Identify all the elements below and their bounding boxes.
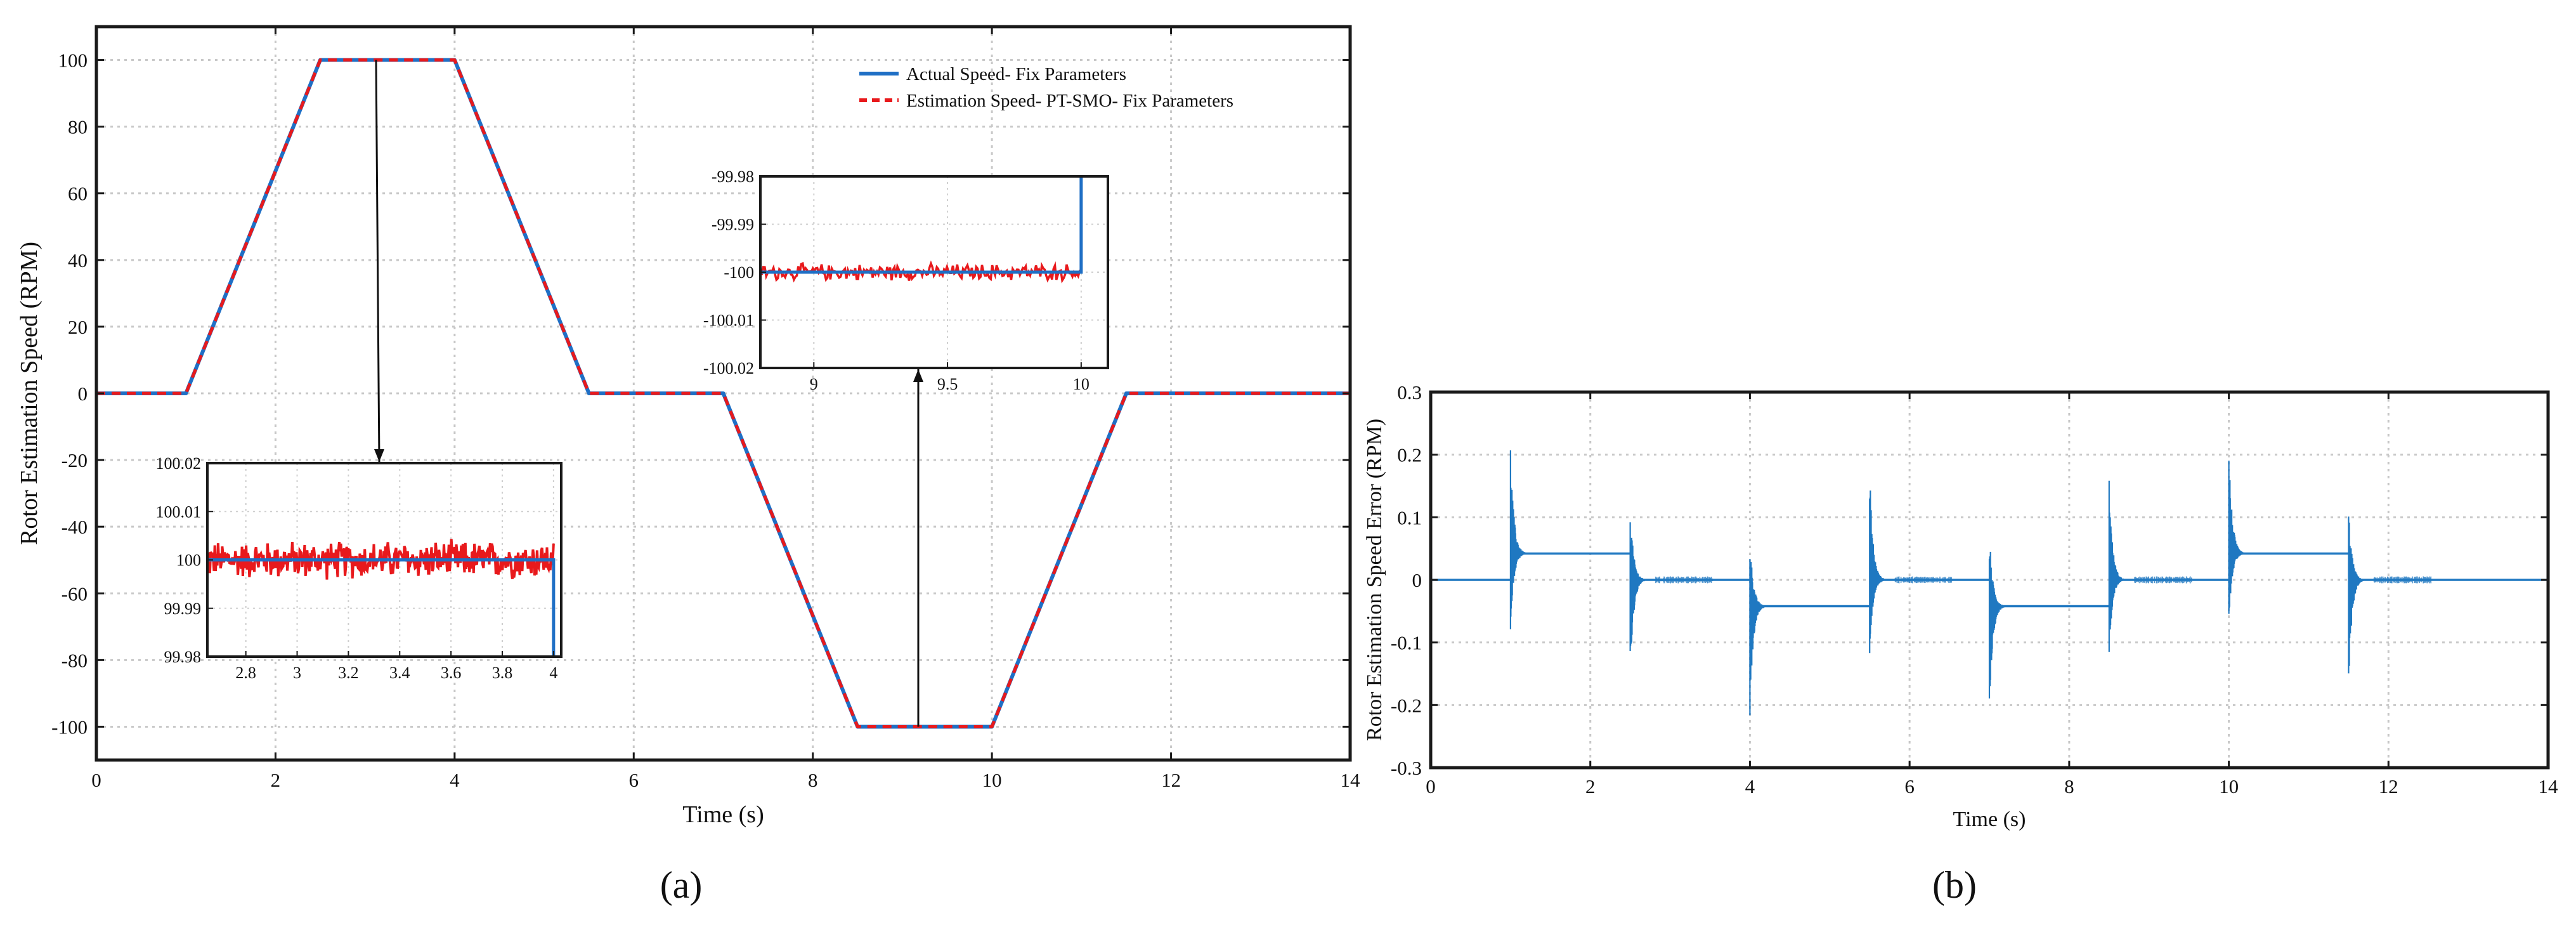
- inset-x-tick-label: 9: [810, 375, 818, 393]
- y-tick-label: 40: [68, 249, 88, 272]
- x-tick-label: 10: [2219, 775, 2239, 797]
- inset-actual-trace: [760, 176, 1083, 274]
- inset-y-tick-label: 100.02: [156, 454, 202, 473]
- x-tick-label: 2: [271, 769, 281, 791]
- inset-zoom-bottom-plateau: 9 9.5 10 -99.98 -99.99 -100 -100.01 -100.02: [703, 167, 1109, 393]
- x-tick-label: 0: [91, 769, 101, 791]
- spike-oscillation: [1869, 490, 1896, 653]
- error-spike: [1749, 559, 1776, 716]
- inset-y-tick-label: -100.02: [703, 359, 754, 377]
- panel-a-chart: 0 2 4 6 8 10 12 14 100 80 60 40 20 0 -20 -40 -60 -80 -100 T…: [16, 25, 1361, 828]
- y-axis-label: Rotor Estimation Speed Error (RPM): [1363, 419, 1386, 741]
- y-tick-label: 100: [58, 49, 88, 72]
- zoom-pointer-arrow: [913, 369, 923, 727]
- spike-oscillation: [2348, 516, 2374, 674]
- error-spike: [1629, 522, 1714, 651]
- y-tick-label: -0.1: [1391, 632, 1422, 654]
- inset-x-tick-label: 10: [1073, 375, 1090, 393]
- panel-b-chart: 0 2 4 6 8 10 12 14 0.3 0.2 0.1 0 -0.1 -0.2 -0.3 Time (s…: [1363, 381, 2558, 831]
- inset-x-tick-label: 3.2: [338, 664, 359, 682]
- inset-y-tick-label: 100.01: [156, 502, 202, 521]
- legend-entry: Estimation Speed- PT-SMO- Fix Parameters: [906, 91, 1233, 111]
- y-tick-label: -80: [62, 649, 88, 671]
- residual-noise: [2134, 576, 2192, 584]
- x-tick-label: 10: [982, 769, 1002, 791]
- y-tick-label: -0.2: [1391, 694, 1422, 716]
- inset-y-tick-label: 99.98: [164, 648, 202, 666]
- x-tick-label: 14: [1341, 769, 1361, 791]
- spike-oscillation: [1629, 522, 1656, 651]
- inset-x-tick-label: 3.8: [492, 664, 513, 682]
- x-tick-label: 14: [2539, 775, 2559, 797]
- y-tick-label: 80: [68, 116, 88, 138]
- inset-y-tick-label: -100.01: [703, 312, 754, 330]
- inset-x-tick-label: 2.8: [235, 664, 256, 682]
- x-tick-label: 12: [2379, 775, 2398, 797]
- inset-x-tick-label: 4: [549, 664, 557, 682]
- spike-oscillation: [1749, 559, 1776, 716]
- residual-noise: [1894, 576, 1953, 584]
- inset-y-tick-label: -99.99: [712, 216, 754, 234]
- panel-a-label: (a): [660, 864, 703, 906]
- y-tick-label: 0.3: [1397, 381, 1422, 403]
- inset-y-tick-label: -100: [724, 263, 754, 282]
- inset-actual-trace: [207, 558, 556, 657]
- x-tick-label: 12: [1161, 769, 1181, 791]
- spike-oscillation: [2228, 461, 2254, 614]
- inset-x-tick-label: 3.6: [441, 664, 462, 682]
- inset-x-tick-label: 3.4: [389, 664, 410, 682]
- x-tick-label: 4: [1745, 775, 1755, 797]
- x-axis-label: Time (s): [682, 801, 764, 828]
- y-tick-label: -40: [62, 516, 88, 538]
- residual-noise: [1655, 576, 1714, 584]
- x-tick-label: 8: [2064, 775, 2074, 797]
- inset-x-tick-label: 3: [293, 664, 301, 682]
- inset-estimation-trace: [206, 539, 555, 580]
- inset-x-tick-label: 9.5: [937, 375, 958, 393]
- x-axis-label: Time (s): [1953, 808, 2026, 831]
- y-tick-label: 0.2: [1397, 444, 1422, 466]
- legend: Actual Speed- Fix Parameters Estimation S…: [859, 64, 1233, 111]
- zoom-pointer-arrow: [374, 60, 384, 462]
- y-tick-label: 0: [1412, 569, 1422, 591]
- error-spike: [2228, 461, 2254, 614]
- arrow-head: [913, 369, 923, 382]
- error-spike: [1509, 450, 1536, 629]
- x-tick-label: 4: [450, 769, 460, 791]
- y-tick-label: 20: [68, 316, 88, 338]
- legend-entry: Actual Speed- Fix Parameters: [906, 64, 1126, 84]
- y-tick-label: -20: [62, 449, 88, 471]
- error-spike: [1869, 490, 1953, 653]
- inset-y-tick-label: -99.98: [712, 167, 754, 186]
- panel-b-label: (b): [1932, 864, 1977, 906]
- inset-zoom-top-plateau: 2.8 3 3.2 3.4 3.6 3.8 4 100.02 100.01 100 99.99 99.…: [156, 454, 563, 682]
- error-spike: [2108, 480, 2192, 652]
- y-tick-label: 0.1: [1397, 506, 1422, 528]
- spike-oscillation: [1988, 551, 2015, 699]
- arrow-shaft: [375, 60, 381, 462]
- inset-y-tick-label: 100: [176, 551, 201, 570]
- arrow-head: [374, 449, 384, 462]
- series-estimation-speed-line: [96, 58, 1350, 728]
- spike-oscillation: [1509, 450, 1536, 629]
- y-tick-label: 60: [68, 183, 88, 205]
- x-tick-label: 6: [629, 769, 639, 791]
- error-spike: [2348, 516, 2431, 674]
- x-tick-label: 2: [1585, 775, 1596, 797]
- y-tick-label: -0.3: [1391, 757, 1422, 779]
- error-spike: [1988, 551, 2015, 699]
- residual-noise: [2373, 576, 2431, 584]
- x-tick-label: 8: [808, 769, 818, 791]
- y-tick-label: -60: [62, 582, 88, 605]
- y-tick-label: -100: [51, 716, 88, 738]
- inset-y-tick-label: 99.99: [164, 600, 202, 618]
- x-tick-label: 6: [1904, 775, 1915, 797]
- x-tick-label: 0: [1426, 775, 1436, 797]
- y-axis-label: Rotor Estimation Speed (RPM): [16, 242, 42, 545]
- spike-oscillation: [2108, 480, 2135, 652]
- y-tick-label: 0: [78, 383, 88, 405]
